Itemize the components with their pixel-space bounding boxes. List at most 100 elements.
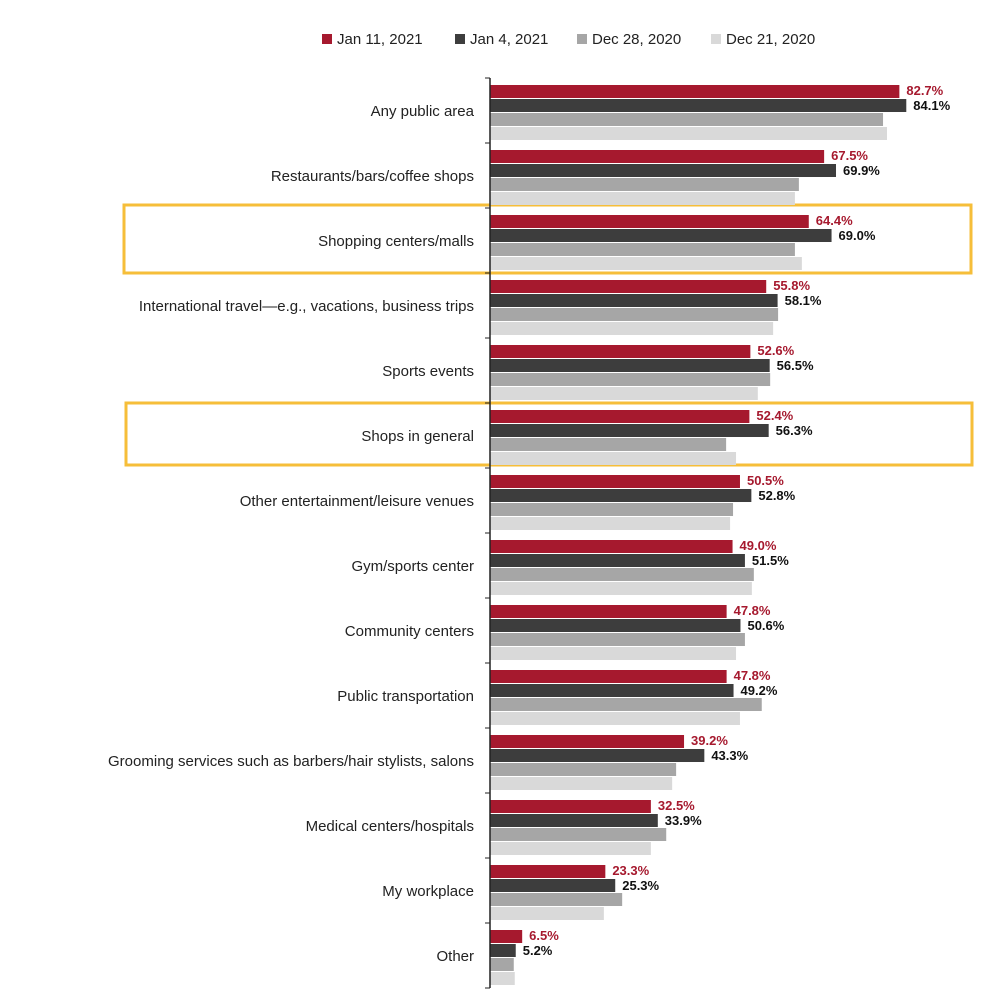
bar bbox=[490, 387, 758, 400]
data-label: 84.1% bbox=[913, 98, 950, 113]
legend-label: Jan 4, 2021 bbox=[470, 31, 548, 48]
bar bbox=[490, 712, 740, 725]
data-label: 47.8% bbox=[734, 603, 771, 618]
bar bbox=[490, 294, 778, 307]
bar bbox=[490, 842, 651, 855]
legend-swatch bbox=[322, 34, 332, 44]
bar bbox=[490, 972, 515, 985]
bar bbox=[490, 438, 727, 451]
category-label: International travel—e.g., vacations, bu… bbox=[139, 298, 474, 315]
data-label: 49.0% bbox=[740, 538, 777, 553]
bar bbox=[490, 944, 516, 957]
bar bbox=[490, 828, 667, 841]
bar bbox=[490, 127, 887, 140]
data-label: 69.9% bbox=[843, 163, 880, 178]
data-label: 52.4% bbox=[756, 408, 793, 423]
bar bbox=[490, 85, 900, 98]
bar bbox=[490, 814, 658, 827]
legend-swatch bbox=[577, 34, 587, 44]
data-label: 56.3% bbox=[776, 423, 813, 438]
bar bbox=[490, 893, 623, 906]
category-label: Grooming services such as barbers/hair s… bbox=[108, 753, 474, 770]
bar bbox=[490, 800, 651, 813]
category-label: Sports events bbox=[382, 363, 474, 380]
category-label: Any public area bbox=[371, 103, 475, 120]
category-label: Gym/sports center bbox=[351, 558, 474, 575]
bar bbox=[490, 647, 737, 660]
data-label: 50.5% bbox=[747, 473, 784, 488]
bar bbox=[490, 568, 754, 581]
legend-label: Jan 11, 2021 bbox=[337, 31, 423, 48]
data-label: 55.8% bbox=[773, 278, 810, 293]
bar bbox=[490, 322, 774, 335]
bar bbox=[490, 359, 770, 372]
bar bbox=[490, 164, 837, 177]
category-label: Shopping centers/malls bbox=[318, 233, 474, 250]
bar bbox=[490, 763, 677, 776]
bar bbox=[490, 670, 727, 683]
bar bbox=[490, 150, 825, 163]
bar bbox=[490, 308, 779, 321]
bar bbox=[490, 215, 809, 228]
data-label: 33.9% bbox=[665, 813, 702, 828]
bar bbox=[490, 749, 705, 762]
bar bbox=[490, 930, 523, 943]
bar bbox=[490, 373, 771, 386]
bar bbox=[490, 684, 734, 697]
bar bbox=[490, 619, 741, 632]
bar bbox=[490, 698, 762, 711]
bar bbox=[490, 735, 685, 748]
bar bbox=[490, 280, 767, 293]
bar bbox=[490, 907, 604, 920]
data-label: 51.5% bbox=[752, 553, 789, 568]
category-label: My workplace bbox=[382, 883, 474, 900]
bar bbox=[490, 582, 752, 595]
bar bbox=[490, 192, 795, 205]
bar bbox=[490, 452, 737, 465]
bar bbox=[490, 517, 731, 530]
legend-label: Dec 28, 2020 bbox=[592, 31, 681, 48]
data-label: 52.8% bbox=[758, 488, 795, 503]
category-label: Other bbox=[436, 948, 474, 965]
bar bbox=[490, 865, 606, 878]
data-label: 43.3% bbox=[711, 748, 748, 763]
bar bbox=[490, 410, 750, 423]
bar bbox=[490, 99, 907, 112]
data-label: 82.7% bbox=[906, 83, 943, 98]
data-label: 69.0% bbox=[839, 228, 876, 243]
legend-swatch bbox=[455, 34, 465, 44]
legend-swatch bbox=[711, 34, 721, 44]
data-label: 32.5% bbox=[658, 798, 695, 813]
bar bbox=[490, 345, 751, 358]
data-label: 49.2% bbox=[741, 683, 778, 698]
bar bbox=[490, 424, 769, 437]
category-label: Shops in general bbox=[361, 428, 474, 445]
bar bbox=[490, 229, 832, 242]
bar bbox=[490, 475, 740, 488]
bar bbox=[490, 178, 799, 191]
bar bbox=[490, 554, 745, 567]
data-label: 6.5% bbox=[529, 928, 559, 943]
bar bbox=[490, 257, 802, 270]
legend-label: Dec 21, 2020 bbox=[726, 31, 815, 48]
data-label: 5.2% bbox=[523, 943, 553, 958]
category-label: Other entertainment/leisure venues bbox=[240, 493, 474, 510]
data-label: 47.8% bbox=[734, 668, 771, 683]
data-label: 50.6% bbox=[747, 618, 784, 633]
bar bbox=[490, 540, 733, 553]
bar bbox=[490, 777, 673, 790]
bar bbox=[490, 879, 616, 892]
category-label: Public transportation bbox=[337, 688, 474, 705]
bar bbox=[490, 113, 884, 126]
bar bbox=[490, 503, 734, 516]
data-label: 25.3% bbox=[622, 878, 659, 893]
data-label: 23.3% bbox=[612, 863, 649, 878]
category-label: Community centers bbox=[345, 623, 474, 640]
data-label: 39.2% bbox=[691, 733, 728, 748]
bar bbox=[490, 605, 727, 618]
data-label: 52.6% bbox=[757, 343, 794, 358]
bar bbox=[490, 243, 795, 256]
category-label: Restaurants/bars/coffee shops bbox=[271, 168, 474, 185]
category-label: Medical centers/hospitals bbox=[306, 818, 474, 835]
